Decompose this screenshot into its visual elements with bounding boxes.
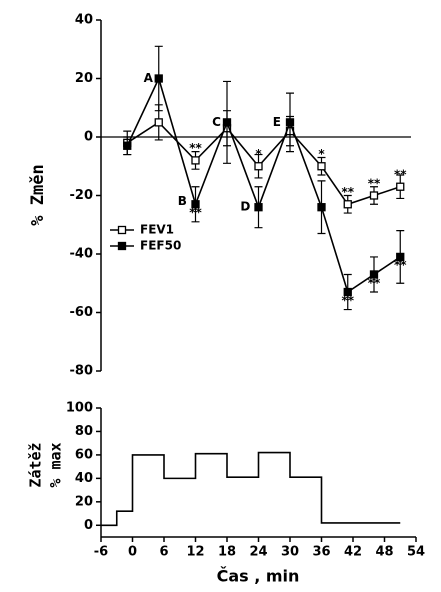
marker bbox=[396, 182, 405, 191]
marker bbox=[396, 252, 405, 262]
annotation: ** bbox=[341, 293, 354, 307]
x-tick-label: 18 bbox=[218, 545, 236, 560]
x-tick-label: 6 bbox=[159, 545, 168, 560]
y-tick-label: 20 bbox=[75, 494, 93, 509]
annotation: ** bbox=[394, 168, 407, 182]
x-tick-label: 30 bbox=[281, 545, 299, 560]
marker bbox=[317, 203, 326, 212]
y-tick-label: -80 bbox=[70, 364, 94, 379]
y-axis-label: % Změn bbox=[28, 164, 48, 225]
annotation: B bbox=[178, 194, 187, 208]
y-tick-label: 80 bbox=[75, 424, 93, 439]
marker bbox=[343, 200, 352, 209]
legend-marker bbox=[117, 225, 127, 235]
annotation: A bbox=[144, 71, 154, 85]
marker bbox=[154, 118, 163, 127]
annotation: ** bbox=[368, 176, 381, 190]
y-tick-label: -40 bbox=[70, 247, 94, 262]
y-tick-label: 20 bbox=[75, 71, 93, 86]
annotation: * bbox=[318, 147, 325, 161]
annotation: ** bbox=[394, 258, 407, 272]
annotation: C bbox=[212, 115, 221, 129]
x-axis-label: Čas , min bbox=[217, 567, 300, 586]
y-tick-label: -60 bbox=[70, 305, 94, 320]
annotation: E bbox=[273, 115, 281, 129]
y-tick-label: 40 bbox=[75, 471, 93, 486]
y-tick-label: 0 bbox=[84, 518, 93, 533]
y-axis-label: % max bbox=[47, 442, 65, 487]
marker bbox=[123, 141, 132, 150]
x-tick-label: -6 bbox=[94, 545, 108, 560]
marker bbox=[222, 118, 232, 127]
x-tick-label: 36 bbox=[312, 545, 330, 560]
series-line bbox=[126, 76, 401, 294]
marker bbox=[254, 203, 263, 212]
x-tick-label: 0 bbox=[128, 545, 137, 560]
series-line bbox=[101, 451, 401, 527]
y-tick-label: 100 bbox=[66, 401, 93, 416]
annotation: * bbox=[255, 147, 262, 161]
x-tick-label: 48 bbox=[375, 545, 393, 560]
marker bbox=[343, 287, 352, 297]
x-tick-label: 24 bbox=[249, 545, 267, 560]
annotation: ** bbox=[189, 206, 202, 220]
y-tick-label: 0 bbox=[84, 130, 93, 145]
y-tick-label: -20 bbox=[70, 188, 94, 203]
x-tick-label: 42 bbox=[344, 545, 362, 560]
marker bbox=[369, 191, 379, 200]
annotation: ** bbox=[341, 185, 354, 199]
y-tick-label: 40 bbox=[75, 13, 93, 28]
y-axis-label: Zátěž bbox=[27, 442, 45, 487]
legend-label: FEF50 bbox=[140, 239, 181, 253]
marker bbox=[254, 162, 263, 171]
marker bbox=[285, 118, 295, 127]
annotation: D bbox=[240, 200, 250, 214]
marker bbox=[154, 74, 163, 83]
marker bbox=[317, 162, 326, 171]
annotation: ** bbox=[189, 141, 202, 155]
legend-marker bbox=[117, 241, 127, 251]
marker bbox=[191, 156, 200, 165]
annotation: ** bbox=[368, 276, 381, 290]
legend-label: FEV1 bbox=[140, 223, 174, 237]
marker bbox=[369, 270, 379, 279]
y-tick-label: 60 bbox=[75, 447, 93, 462]
x-tick-label: 12 bbox=[186, 545, 204, 560]
marker bbox=[191, 200, 200, 209]
x-tick-label: 54 bbox=[407, 545, 425, 560]
